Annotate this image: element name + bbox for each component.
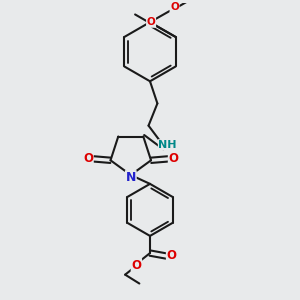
Text: O: O xyxy=(131,259,141,272)
Text: O: O xyxy=(169,152,178,165)
Text: O: O xyxy=(83,152,93,165)
Text: O: O xyxy=(167,249,177,262)
Text: O: O xyxy=(170,2,179,12)
Text: NH: NH xyxy=(158,140,177,150)
Text: O: O xyxy=(147,17,155,27)
Text: N: N xyxy=(126,171,136,184)
